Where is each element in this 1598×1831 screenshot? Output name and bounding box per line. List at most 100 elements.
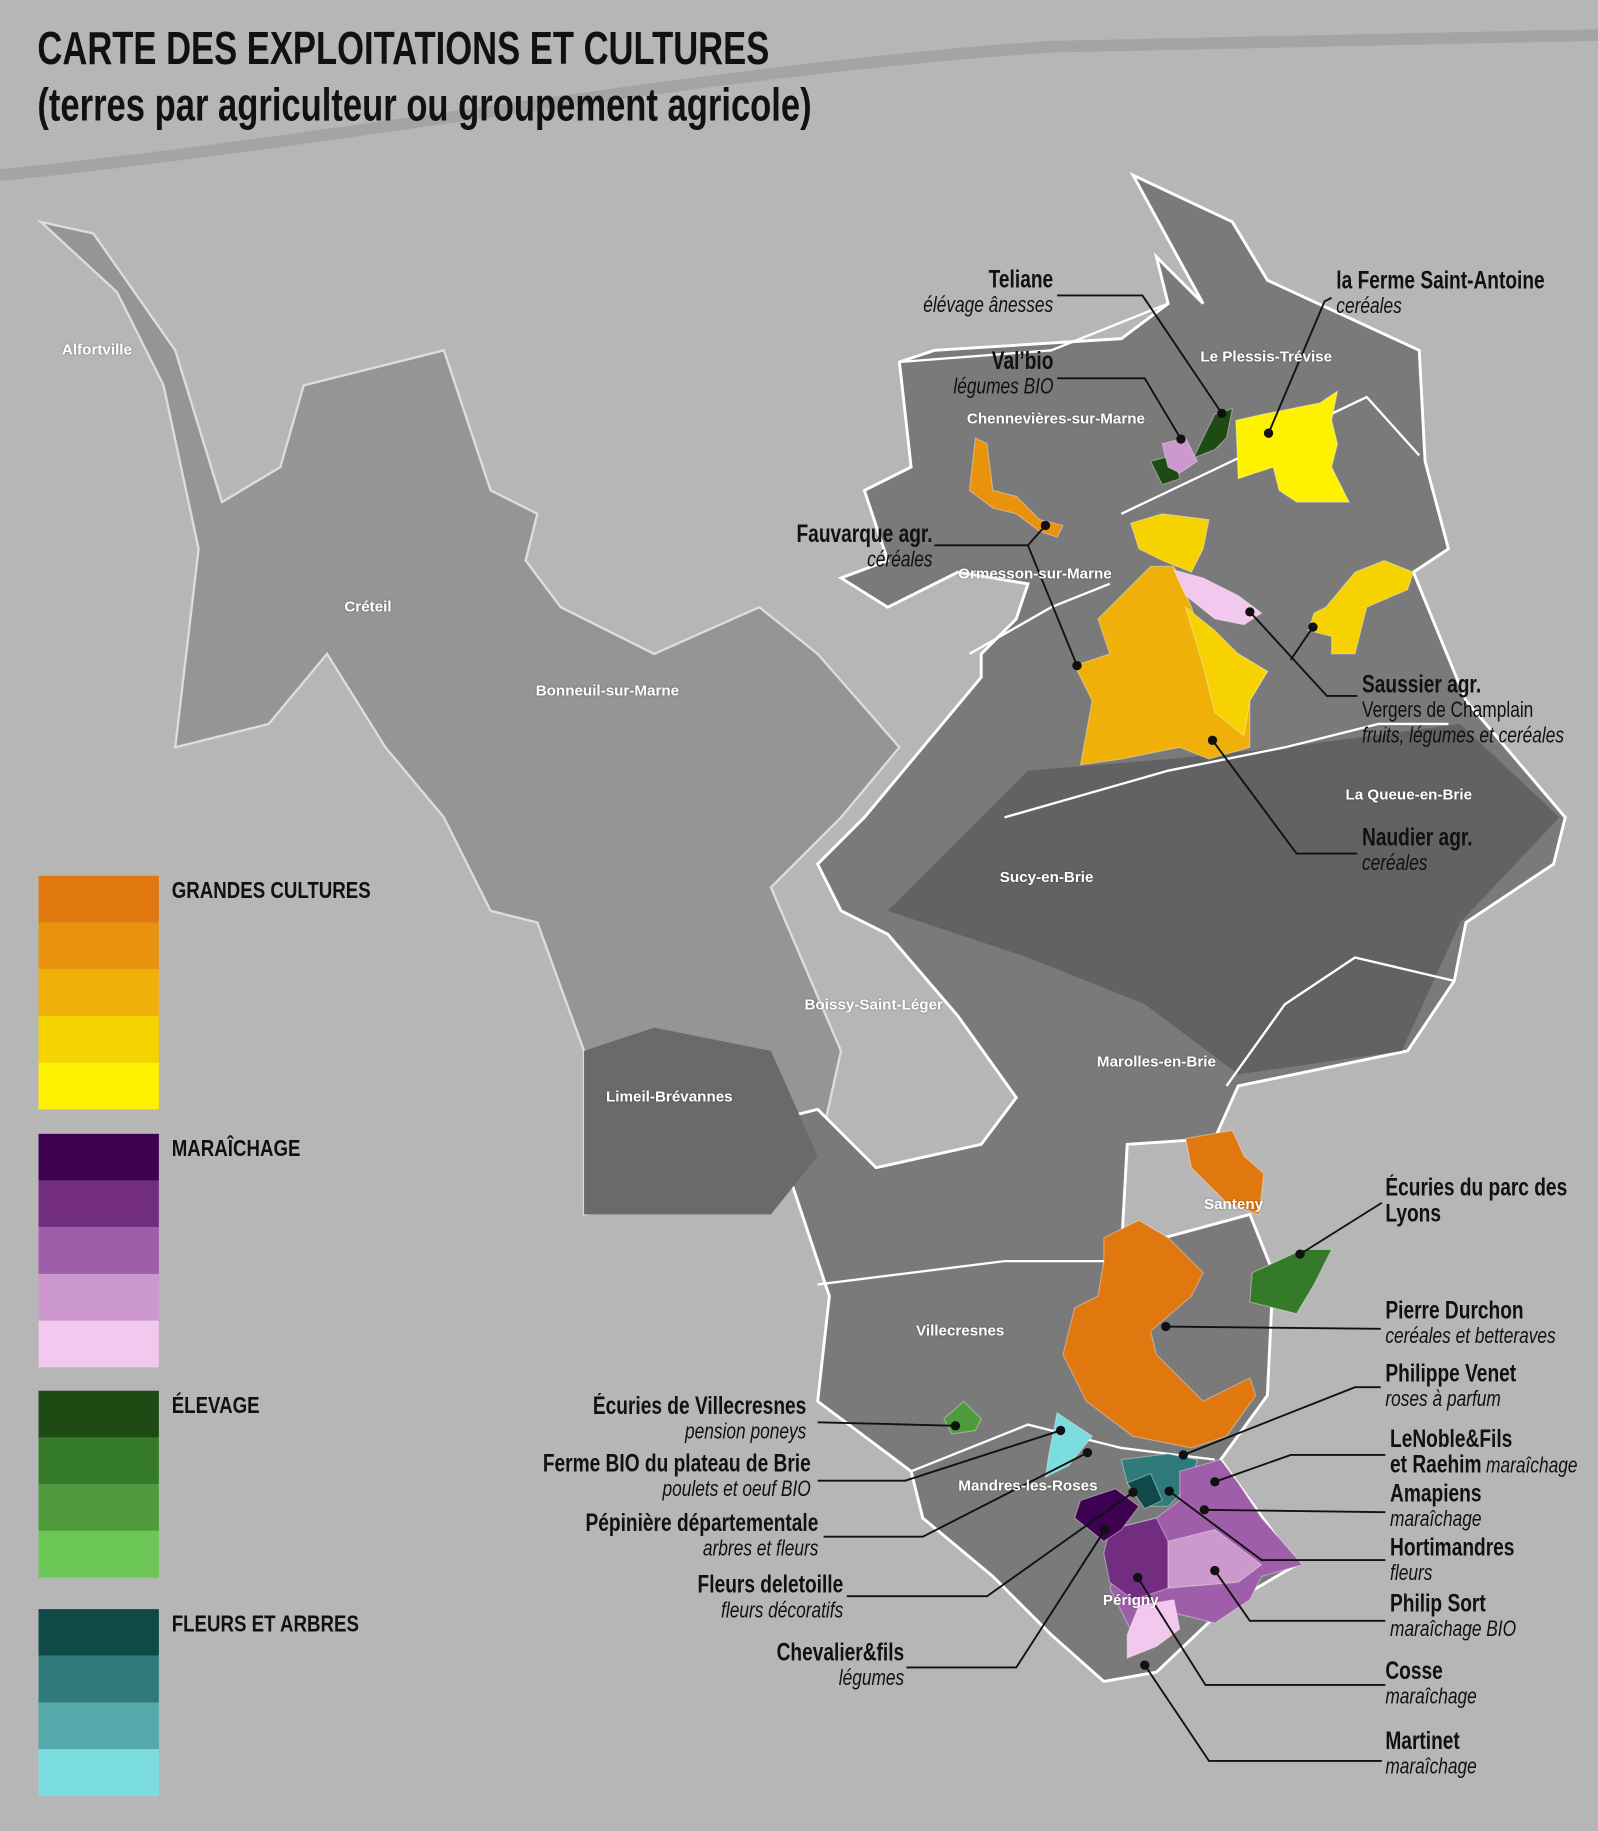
farm-name: LeNoble&Fils <box>1390 1425 1513 1453</box>
location-dot <box>1210 1477 1220 1487</box>
farm-callout: Ferme BIO du plateau de Brie poulets et o… <box>543 1451 811 1502</box>
parcel-maraichage-purple <box>1103 1517 1169 1601</box>
farm-name: Philip Sort <box>1390 1590 1486 1618</box>
legend-swatch <box>38 1180 159 1228</box>
leader-line <box>1267 296 1333 434</box>
farm-callout: Philippe Venet roses à parfum <box>1385 1361 1516 1413</box>
farm-subname: Vergers de Champlain <box>1362 698 1534 723</box>
farm-callout: Saussier agr. Vergers de Champlain fruits,… <box>1362 671 1564 750</box>
location-dot <box>1207 735 1218 745</box>
legend-label: GRANDES CULTURES <box>171 878 371 904</box>
farm-callout: Écuries de Villecresnes pension poneys <box>593 1394 806 1445</box>
legend-swatch <box>38 1749 159 1796</box>
forest-area <box>584 1027 818 1215</box>
farm-activity: maraîchage <box>1385 1755 1477 1780</box>
farm-activity: légumes <box>838 1666 905 1691</box>
farm-activity: ceréales et betteraves <box>1385 1324 1556 1349</box>
parcel-yellow-east <box>1307 559 1415 655</box>
town-label: Boissy-Saint-Léger <box>804 995 943 1013</box>
legend-swatch <box>38 1530 159 1578</box>
legend-swatch <box>38 1273 159 1321</box>
location-dot <box>1199 1505 1209 1515</box>
title-line-1: CARTE DES EXPLOITATIONS ET CULTURES <box>37 23 770 75</box>
town-label: Limeil-Brévannes <box>606 1087 733 1106</box>
leader-line <box>1168 1490 1386 1561</box>
leader-line <box>1214 1570 1386 1622</box>
farm-callout: la Ferme Saint-Antoine ceréales <box>1336 268 1544 320</box>
farm-name: Cosse <box>1385 1658 1443 1685</box>
legend-swatch <box>38 1484 159 1531</box>
location-dot <box>1263 428 1274 438</box>
location-dot <box>1178 1450 1188 1460</box>
farm-callout: Pierre Durchon ceréales et betteraves <box>1385 1298 1555 1349</box>
leader-line <box>1143 1664 1382 1762</box>
farm-activity: roses à parfum <box>1385 1387 1501 1412</box>
legend-swatch <box>38 1702 159 1750</box>
town-label: La Queue-en-Brie <box>1345 785 1473 803</box>
farm-callout: Pépinière départementale arbres et fleurs <box>585 1509 819 1562</box>
parcel-philip-sort <box>1167 1529 1263 1589</box>
farm-name: Pierre Durchon <box>1385 1297 1524 1325</box>
leader-line <box>1214 1454 1386 1483</box>
location-dot <box>950 1421 961 1431</box>
legend-swatch <box>38 1133 159 1181</box>
town-label: Sucy-en-Brie <box>999 868 1094 886</box>
farm-name: Pépinière départementale <box>585 1509 819 1537</box>
location-dot <box>1140 1660 1150 1670</box>
legend-swatch <box>38 1227 159 1274</box>
location-dot <box>1295 1249 1305 1259</box>
town-label: Villecresnes <box>915 1321 1005 1339</box>
parcel-saint-antoine <box>1235 389 1351 503</box>
leader-line <box>817 1421 956 1427</box>
farm-activity: maraîchage <box>1486 1453 1578 1479</box>
farm-callout: Philip Sort maraîchage BIO <box>1390 1590 1517 1643</box>
parcel-fauvarque <box>968 436 1064 538</box>
page-title: CARTE DES EXPLOITATIONS ET CULTURES (ter… <box>37 21 811 133</box>
parcel-teliane <box>1192 407 1234 459</box>
farm-activity: élévage ânesses <box>923 293 1054 318</box>
farm-callout: Cosse maraîchage <box>1385 1659 1476 1710</box>
west-territory <box>36 219 901 1216</box>
leader-line <box>1289 626 1314 661</box>
parcel-lyons <box>1249 1248 1333 1315</box>
farm-name: Fauvarque agr. <box>796 520 933 548</box>
town-label: Marolles-en-Brie <box>1096 1052 1216 1071</box>
farm-activity: maraîchage <box>1385 1684 1477 1710</box>
leader-line <box>1299 1201 1383 1255</box>
town-label: Ormesson-sur-Marne <box>958 564 1112 583</box>
leader-line <box>1249 611 1358 697</box>
farm-activity: céréales <box>866 547 933 573</box>
leader-line <box>1057 294 1223 414</box>
legend-swatch <box>38 1015 159 1063</box>
town-label: Bonneuil-sur-Marne <box>535 681 680 699</box>
farm-name: Saussier agr. <box>1362 671 1482 699</box>
farm-activity: maraîchage BIO <box>1390 1617 1517 1642</box>
location-dot <box>1072 660 1082 671</box>
title-line-2: (terres par agriculteur ou groupement ag… <box>37 79 812 131</box>
leader-line <box>1057 377 1182 440</box>
legend-swatch <box>38 1062 159 1110</box>
location-dot <box>1176 434 1186 444</box>
location-dot <box>1161 1321 1171 1332</box>
farm-callout: Teliane élévage ânesses <box>924 267 1054 318</box>
leader-line <box>823 1451 1088 1538</box>
location-dot <box>1128 1487 1138 1497</box>
farm-activity: légumes BIO <box>953 374 1054 400</box>
farm-name: Chevalier&fils <box>776 1639 905 1667</box>
parcel-fleurs-dark <box>1126 1472 1164 1510</box>
farm-name: Hortimandres <box>1390 1534 1515 1562</box>
farm-callout: Chevalier&fils légumes <box>776 1639 905 1692</box>
legend-label: FLEURS ET ARBRES <box>171 1611 359 1638</box>
legend-swatch <box>38 969 159 1016</box>
farm-callout: LeNoble&Fils et Raehim maraîchage <box>1390 1425 1578 1481</box>
leader-line <box>934 524 1047 547</box>
parcel-durchon <box>1062 1219 1257 1449</box>
parcel-yellow <box>1129 513 1210 573</box>
farm-name: Écuries du parc des <box>1385 1174 1568 1202</box>
legend-swatch <box>38 1609 159 1656</box>
farm-activity: ceréales <box>1336 294 1402 319</box>
leader-line <box>906 1529 1106 1669</box>
farm-activity: maraîchage <box>1390 1507 1482 1533</box>
leader-line <box>1027 544 1078 666</box>
